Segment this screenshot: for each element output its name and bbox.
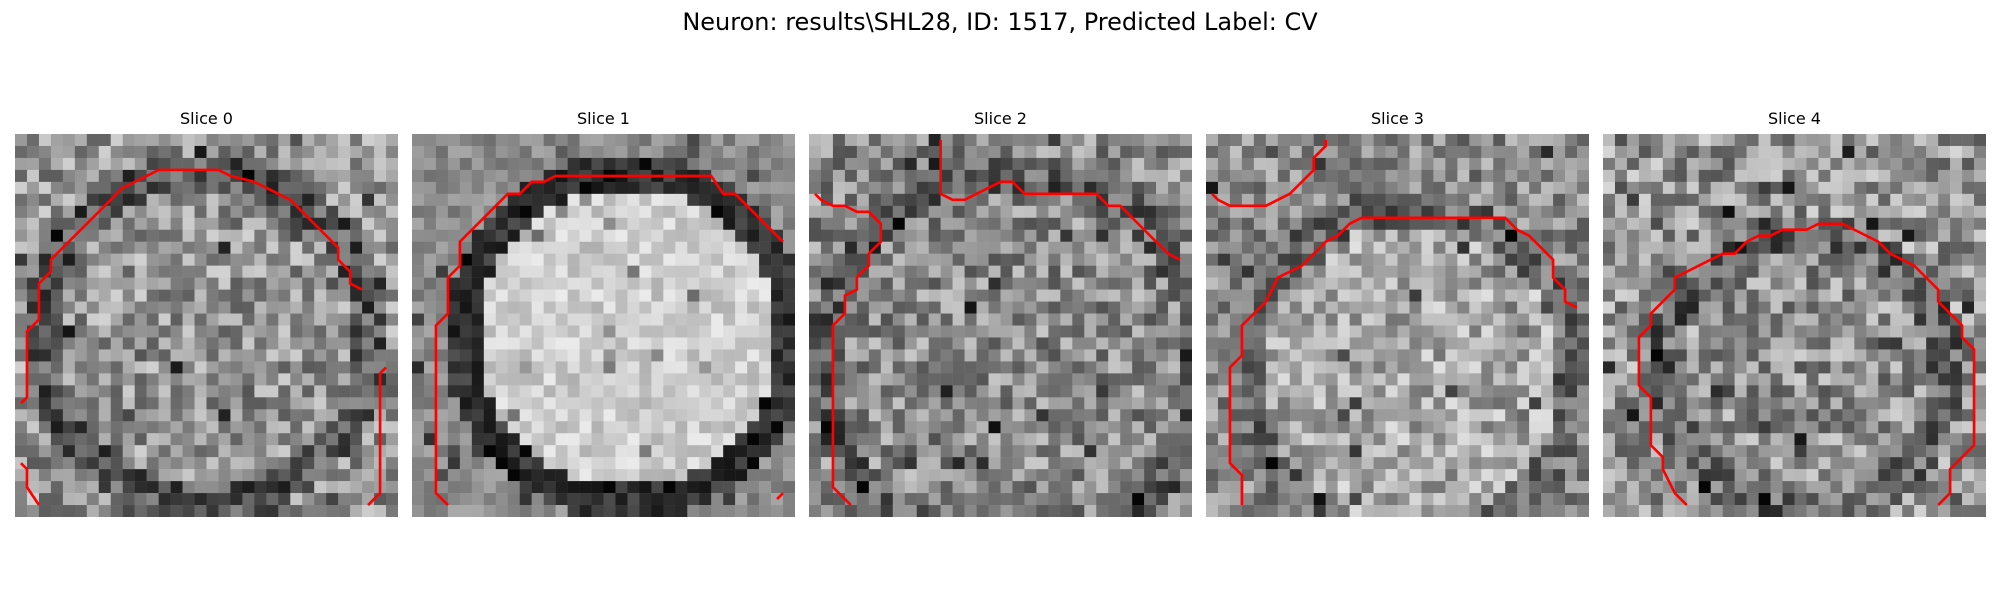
slice-title-3: Slice 3 [1371, 109, 1424, 128]
slice-image-2 [809, 134, 1192, 517]
slice-3-contour-1 [1228, 216, 1578, 506]
slice-title-4: Slice 4 [1768, 109, 1821, 128]
slice-title-2: Slice 2 [974, 109, 1027, 128]
slice-image-1 [412, 134, 795, 517]
slice-panel-0: Slice 0 [15, 108, 398, 518]
slice-2-contour-1 [939, 139, 1181, 261]
slice-panel-3: Slice 3 [1206, 108, 1589, 518]
slice-3-contour-0 [1211, 139, 1328, 208]
slice-1-contour-1 [776, 492, 784, 500]
slice-panel-4: Slice 4 [1603, 108, 1986, 518]
slice-4-contour-0 [1637, 222, 1976, 506]
figure-title: Neuron: results\SHL28, ID: 1517, Predict… [682, 8, 1318, 36]
slice-1-contour-0 [434, 174, 784, 506]
slice-0-contour-2 [367, 366, 387, 506]
slice-image-3 [1206, 134, 1589, 517]
slice-0-contour-1 [20, 462, 41, 506]
slice-panel-2: Slice 2 [809, 108, 1192, 518]
slice-0-contour-0 [20, 168, 363, 405]
slice-title-0: Slice 0 [180, 109, 233, 128]
slice-title-1: Slice 1 [577, 109, 630, 128]
slice-panel-1: Slice 1 [412, 108, 795, 518]
slice-image-0 [15, 134, 398, 517]
slice-image-4 [1603, 134, 1986, 517]
slice-2-contour-0 [814, 192, 883, 506]
